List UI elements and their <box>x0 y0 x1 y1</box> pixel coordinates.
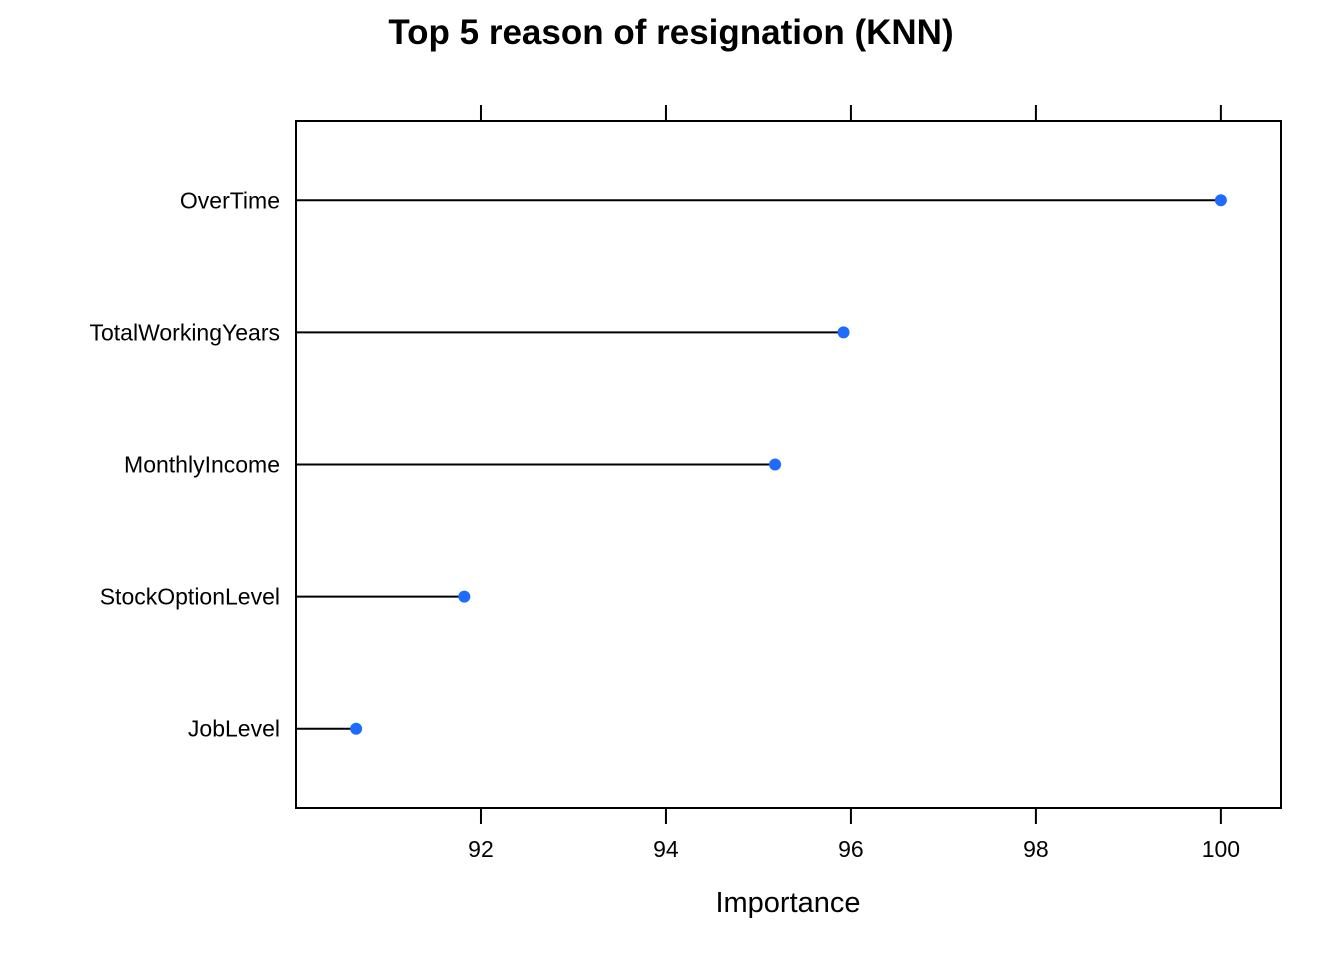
importance-point <box>837 326 850 339</box>
chart-marks: 92 94 96 98 100 OverTime TotalWorkingYears Mont… <box>90 105 1240 862</box>
category-label: MonthlyIncome <box>124 452 280 478</box>
category-label: JobLevel <box>188 716 280 742</box>
category-label: TotalWorkingYears <box>90 319 281 345</box>
x-axis-title: Importance <box>715 887 860 919</box>
x-tick-label: 92 <box>468 836 494 862</box>
importance-point <box>769 458 782 471</box>
importance-point <box>458 590 471 603</box>
x-tick-label: 96 <box>838 836 864 862</box>
x-tick-label: 94 <box>653 836 679 862</box>
chart-title: Top 5 reason of resignation (KNN) <box>388 13 953 52</box>
importance-point <box>350 722 363 735</box>
x-tick-label: 98 <box>1023 836 1049 862</box>
category-label: StockOptionLevel <box>100 584 280 610</box>
importance-point <box>1214 194 1227 207</box>
category-label: OverTime <box>180 187 280 213</box>
x-tick-label: 100 <box>1202 836 1240 862</box>
